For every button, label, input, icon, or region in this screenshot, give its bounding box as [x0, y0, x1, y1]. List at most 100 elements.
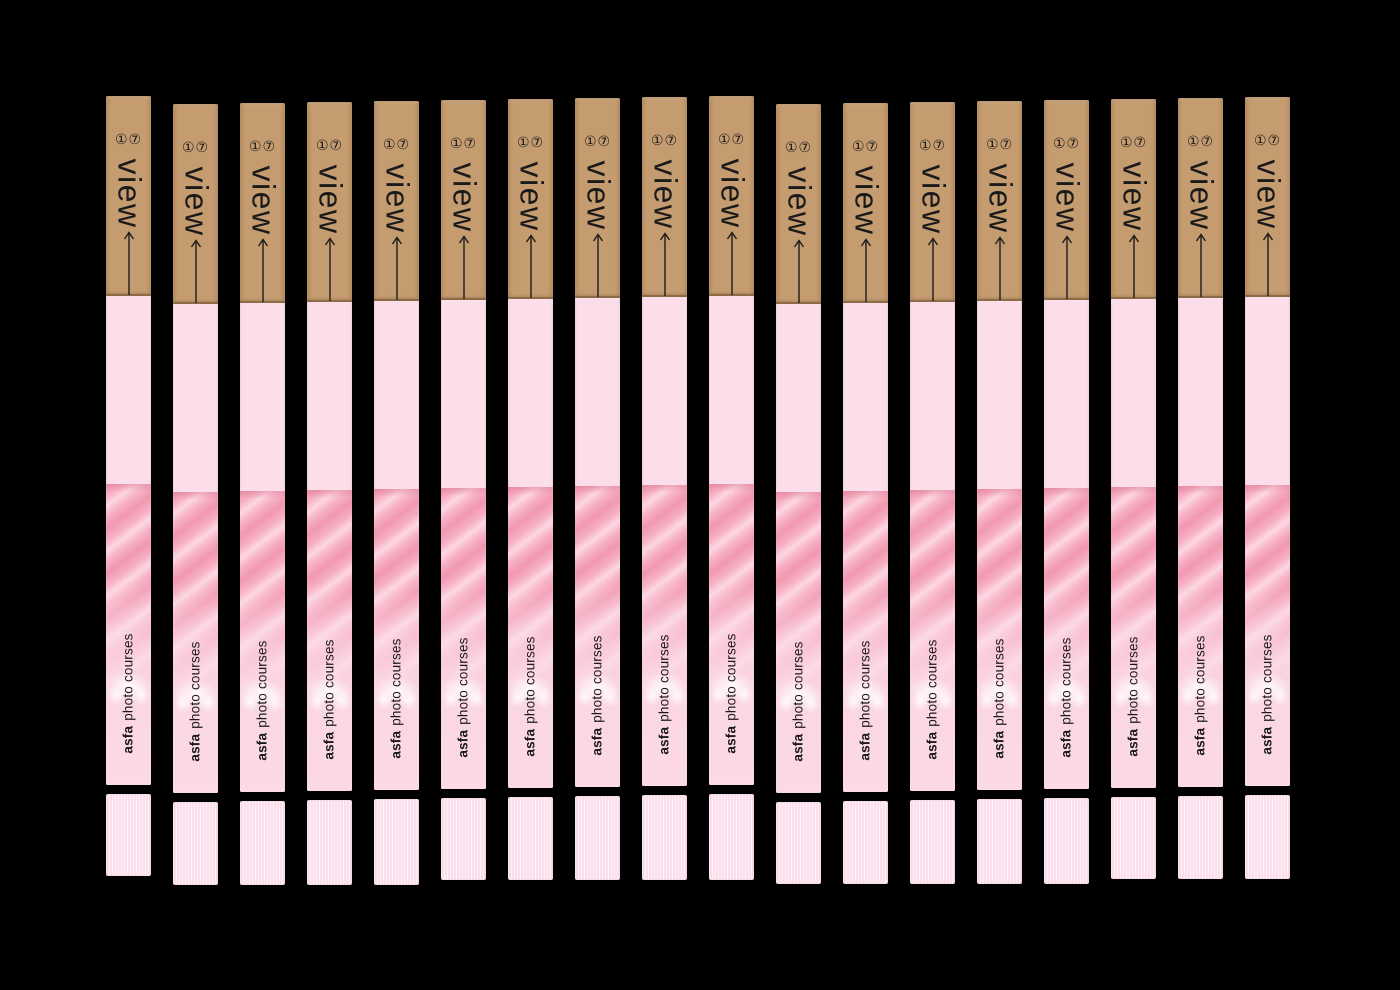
spine-caption: asfa photo courses: [791, 641, 806, 761]
spine-title-area: view: [106, 151, 151, 235]
bookmark-spine: ①⑦ view asfa photo courses: [173, 104, 218, 793]
bookmark-strip: ①⑦ view asfa photo courses: [843, 103, 888, 884]
spine-caption: asfa photo courses: [188, 641, 203, 761]
bookmark-foot: [910, 800, 955, 884]
bookmark-spine: ①⑦ view asfa photo courses: [910, 102, 955, 791]
bookmark-foot: [1044, 798, 1089, 884]
feather-texture: [307, 490, 352, 791]
bookmark-strip: ①⑦ view asfa photo courses: [910, 102, 955, 884]
up-arrow-icon: [1195, 233, 1206, 297]
spine-header: ①⑦ view: [843, 103, 888, 303]
feather-texture: [441, 488, 486, 789]
issue-number: ①⑦: [851, 139, 880, 155]
up-arrow-icon: [391, 236, 402, 300]
bookmark-foot: [1178, 796, 1223, 879]
spine-header: ①⑦ view: [642, 97, 687, 297]
bookmark-foot: [977, 799, 1022, 884]
bookmark-strip: ①⑦ view asfa photo courses: [106, 96, 151, 876]
feather-texture: [910, 490, 955, 791]
spine-caption-area: asfa photo courses: [910, 623, 955, 775]
spine-title-area: view: [1044, 155, 1089, 239]
bookmark-spine: ①⑦ view asfa photo courses: [575, 98, 620, 787]
bookmark-strip: ①⑦ view asfa photo courses: [240, 103, 285, 885]
bookmark-strip: ①⑦ view asfa photo courses: [1044, 100, 1089, 884]
spine-caption: asfa photo courses: [389, 638, 404, 758]
bookmark-spine: ①⑦ view asfa photo courses: [642, 97, 687, 786]
spine-title: view: [312, 163, 349, 235]
spine-caption-area: asfa photo courses: [240, 624, 285, 776]
caption-brand: asfa: [657, 726, 673, 755]
spine-title-area: view: [1111, 154, 1156, 238]
feather-texture: [1111, 487, 1156, 788]
feather-texture: [1044, 488, 1089, 789]
spine-title-area: view: [776, 159, 821, 243]
spine-title: view: [915, 163, 952, 235]
spine-caption-area: asfa photo courses: [776, 625, 821, 777]
bookmark-strip: ①⑦ view asfa photo courses: [441, 100, 486, 880]
bookmark-strip: ①⑦ view asfa photo courses: [709, 96, 754, 880]
spine-title: view: [781, 165, 818, 237]
spine-title: view: [379, 162, 416, 234]
bookmark-spine: ①⑦ view asfa photo courses: [1245, 97, 1290, 786]
spine-caption-area: asfa photo courses: [173, 625, 218, 777]
spine-caption: asfa photo courses: [724, 633, 739, 753]
bookmark-spine: ①⑦ view asfa photo courses: [977, 101, 1022, 790]
bookmark-spine: ①⑦ view asfa photo courses: [508, 99, 553, 788]
caption-brand: asfa: [188, 733, 204, 762]
bookmark-strip: ①⑦ view asfa photo courses: [977, 101, 1022, 884]
spine-caption-area: asfa photo courses: [709, 617, 754, 769]
issue-number: ①⑦: [382, 137, 411, 153]
issue-number: ①⑦: [1253, 133, 1282, 149]
spine-title-area: view: [843, 158, 888, 242]
bookmark-strip: ①⑦ view asfa photo courses: [575, 98, 620, 880]
caption-brand: asfa: [1193, 727, 1209, 756]
bookmark-spine: ①⑦ view asfa photo courses: [374, 101, 419, 790]
spine-title: view: [1250, 158, 1287, 230]
caption-brand: asfa: [590, 727, 606, 756]
spine-caption: asfa photo courses: [590, 635, 605, 755]
feather-texture: [374, 489, 419, 790]
spine-title: view: [1116, 160, 1153, 232]
bookmark-foot: [776, 802, 821, 884]
caption-brand: asfa: [456, 729, 472, 758]
caption-text: photo courses: [590, 634, 606, 723]
up-arrow-icon: [994, 236, 1005, 300]
bookmark-strip: ①⑦ view asfa photo courses: [307, 102, 352, 885]
spine-title: view: [1049, 161, 1086, 233]
spine-title-area: view: [508, 154, 553, 238]
spine-header: ①⑦ view: [441, 100, 486, 300]
spine-header: ①⑦ view: [1245, 97, 1290, 297]
spine-title-area: view: [1245, 152, 1290, 236]
issue-number: ①⑦: [1186, 134, 1215, 150]
spine-caption-area: asfa photo courses: [441, 621, 486, 773]
bookmark-foot: [575, 796, 620, 880]
issue-number: ①⑦: [449, 136, 478, 152]
caption-brand: asfa: [858, 732, 874, 761]
spine-header: ①⑦ view: [240, 103, 285, 303]
feather-texture: [709, 484, 754, 785]
spine-title-area: view: [575, 153, 620, 237]
issue-number: ①⑦: [985, 137, 1014, 153]
spine-title-area: view: [240, 158, 285, 242]
spine-title: view: [513, 160, 550, 232]
bookmark-spine: ①⑦ view asfa photo courses: [843, 103, 888, 792]
spine-header: ①⑦ view: [1178, 98, 1223, 298]
caption-brand: asfa: [925, 731, 941, 760]
caption-text: photo courses: [925, 638, 941, 727]
bookmark-spine: ①⑦ view asfa photo courses: [240, 103, 285, 792]
up-arrow-icon: [726, 231, 737, 295]
spine-caption-area: asfa photo courses: [106, 617, 151, 769]
caption-brand: asfa: [1059, 729, 1075, 758]
up-arrow-icon: [1128, 234, 1139, 298]
spine-caption: asfa photo courses: [1126, 636, 1141, 756]
spine-caption-area: asfa photo courses: [843, 624, 888, 776]
spine-header: ①⑦ view: [977, 101, 1022, 301]
issue-number: ①⑦: [1052, 136, 1081, 152]
bookmark-spine: ①⑦ view asfa photo courses: [106, 96, 151, 785]
bookmark-foot: [709, 794, 754, 880]
caption-text: photo courses: [1193, 634, 1209, 723]
up-arrow-icon: [257, 238, 268, 302]
spine-caption: asfa photo courses: [858, 640, 873, 760]
feather-texture: [173, 492, 218, 793]
spine-title-area: view: [441, 155, 486, 239]
